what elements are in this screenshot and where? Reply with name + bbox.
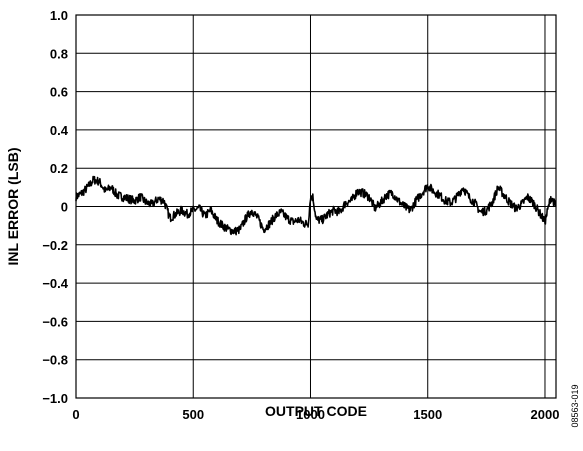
y-tick-label: −0.8: [42, 353, 68, 368]
y-tick-label: −1.0: [42, 391, 68, 406]
series-line-inl: [75, 175, 557, 236]
y-tick-label: −0.2: [42, 238, 68, 253]
figure-id-label: 08563-019: [570, 384, 580, 427]
plot-frame: [75, 14, 557, 399]
y-tick-label: 0.8: [50, 46, 68, 61]
x-tick-label: 2000: [531, 407, 560, 422]
y-tick-label: −0.6: [42, 314, 68, 329]
y-tick-label: −0.4: [42, 276, 68, 291]
y-tick-label: 1.0: [50, 8, 68, 23]
x-axis-title: OUTPUT CODE: [265, 403, 367, 419]
x-tick-label: 0: [72, 407, 79, 422]
y-tick-label: 0.2: [50, 161, 68, 176]
x-tick-labels: 0 500 1000 1500 2000: [72, 407, 559, 422]
y-tick-label: 0: [61, 200, 68, 215]
y-axis-title: INL ERROR (LSB): [5, 148, 21, 266]
y-tick-labels: 1.0 0.8 0.6 0.4 0.2 0 −0.2 −0.4 −0.6 −0.8 −1.0: [42, 8, 68, 406]
x-tick-label: 500: [182, 407, 204, 422]
x-tick-label: 1500: [413, 407, 442, 422]
x-tick-label: 1000: [296, 407, 325, 422]
y-tick-label: 0.4: [50, 123, 69, 138]
y-tick-label: 0.6: [50, 85, 68, 100]
